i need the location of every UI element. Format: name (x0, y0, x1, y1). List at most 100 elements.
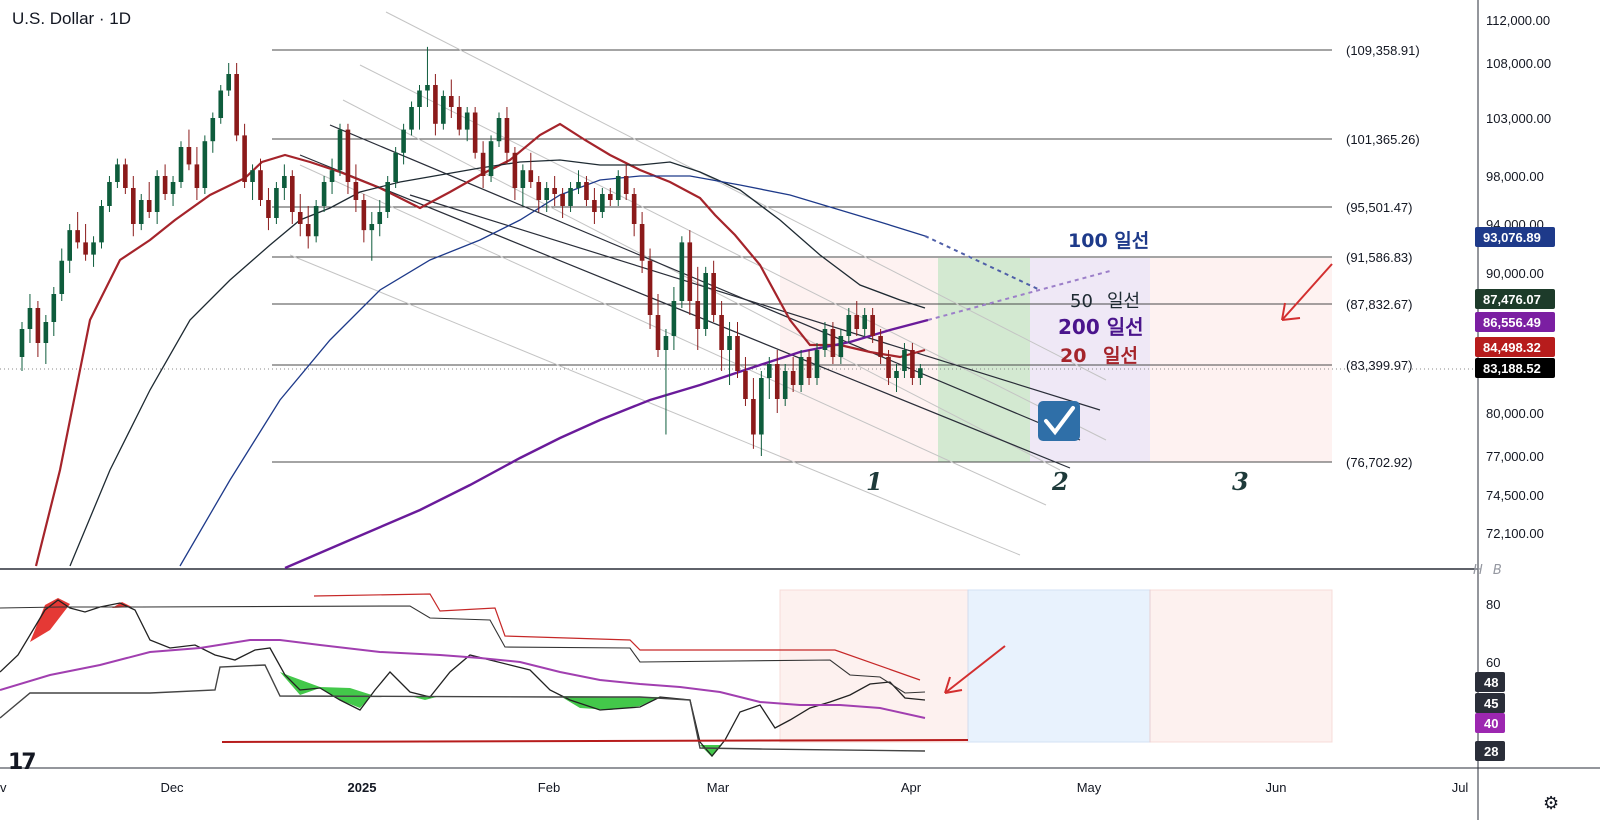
candle-body[interactable] (886, 357, 891, 378)
candle-body[interactable] (584, 182, 589, 200)
candle-body[interactable] (19, 329, 25, 357)
candle-body[interactable] (321, 182, 327, 206)
candle-body[interactable] (910, 350, 915, 378)
divergence-line[interactable] (313, 593, 921, 681)
candle-body[interactable] (329, 170, 335, 182)
candle-body[interactable] (774, 364, 780, 399)
channel-line[interactable] (409, 194, 1101, 411)
candle-body[interactable] (735, 336, 740, 371)
candle-body[interactable] (337, 129, 343, 171)
candle-body[interactable] (647, 260, 653, 315)
candle-body[interactable] (782, 371, 788, 399)
candle-body[interactable] (560, 194, 565, 206)
candle-body[interactable] (894, 371, 899, 378)
candle-body[interactable] (393, 152, 398, 182)
candle-body[interactable] (862, 315, 867, 329)
candle-body[interactable] (186, 147, 192, 165)
candle-body[interactable] (679, 242, 685, 301)
candle-body[interactable] (751, 399, 756, 435)
candle-body[interactable] (170, 182, 176, 194)
arrow-icon[interactable] (1281, 263, 1333, 321)
candle-body[interactable] (361, 200, 367, 231)
candle-body[interactable] (600, 194, 605, 212)
candle-body[interactable] (790, 371, 796, 385)
candle-body[interactable] (218, 90, 224, 119)
candle-body[interactable] (536, 182, 542, 200)
candle-body[interactable] (798, 357, 804, 385)
candle-body[interactable] (592, 200, 597, 212)
candle-body[interactable] (528, 170, 534, 182)
candle-body[interactable] (425, 85, 430, 91)
candle-body[interactable] (608, 194, 613, 200)
candle-body[interactable] (719, 315, 724, 350)
ma-100-projection[interactable] (924, 235, 1041, 291)
candle-body[interactable] (282, 176, 287, 188)
candle-body[interactable] (385, 182, 390, 212)
gear-icon[interactable]: ⚙ (1543, 793, 1560, 814)
candle-body[interactable] (496, 118, 502, 142)
candle-body[interactable] (417, 90, 422, 108)
candle-body[interactable] (353, 182, 359, 200)
ma-20-line[interactable] (34, 122, 926, 567)
candle-body[interactable] (401, 129, 406, 153)
candle-body[interactable] (655, 315, 661, 350)
arrow-icon[interactable] (944, 645, 1006, 694)
candle-body[interactable] (242, 135, 247, 182)
candle-body[interactable] (59, 260, 65, 294)
candle-body[interactable] (918, 368, 923, 378)
candle-body[interactable] (711, 273, 716, 315)
candle-body[interactable] (313, 206, 319, 237)
check-icon[interactable] (1038, 401, 1080, 441)
candle-body[interactable] (194, 164, 200, 188)
candle-body[interactable] (472, 112, 478, 153)
candle-body[interactable] (75, 230, 80, 243)
candle-body[interactable] (631, 194, 637, 224)
candle-body[interactable] (576, 182, 581, 188)
candle-body[interactable] (687, 242, 693, 301)
candle-body[interactable] (615, 176, 621, 200)
candle-body[interactable] (91, 242, 96, 255)
candle-body[interactable] (250, 170, 255, 182)
candle-body[interactable] (146, 200, 152, 212)
candle-body[interactable] (464, 112, 470, 130)
candle-body[interactable] (568, 188, 573, 206)
candle-body[interactable] (115, 164, 120, 182)
candle-body[interactable] (806, 357, 812, 378)
channel-line[interactable] (289, 254, 1021, 556)
ma-100-line[interactable] (179, 175, 926, 567)
candle-body[interactable] (727, 336, 732, 350)
candle-body[interactable] (131, 188, 136, 224)
candle-body[interactable] (154, 176, 160, 212)
candle-body[interactable] (234, 74, 239, 136)
candle-body[interactable] (512, 152, 518, 188)
candle-body[interactable] (83, 242, 88, 255)
candle-body[interactable] (854, 315, 860, 329)
candle-body[interactable] (449, 96, 454, 107)
ma-50-line[interactable] (69, 159, 926, 567)
candle-body[interactable] (51, 294, 57, 322)
candle-body[interactable] (107, 182, 112, 206)
candle-body[interactable] (703, 273, 708, 329)
candle-body[interactable] (99, 206, 104, 243)
candle-body[interactable] (870, 315, 875, 336)
candle-body[interactable] (297, 212, 303, 224)
candle-body[interactable] (456, 107, 462, 130)
candle-body[interactable] (345, 129, 351, 182)
candle-body[interactable] (902, 350, 907, 371)
candle-body[interactable] (138, 200, 144, 224)
candle-body[interactable] (178, 147, 184, 182)
channel-line[interactable] (385, 11, 1107, 381)
candle-body[interactable] (814, 350, 820, 378)
candle-body[interactable] (552, 188, 557, 194)
baseline-level[interactable] (221, 739, 969, 743)
candle-body[interactable] (767, 364, 772, 378)
candle-body[interactable] (504, 118, 510, 153)
candle-body[interactable] (520, 170, 526, 188)
candle-body[interactable] (274, 188, 279, 218)
candle-body[interactable] (290, 176, 295, 212)
candle-body[interactable] (369, 224, 375, 231)
candle-body[interactable] (409, 107, 414, 130)
candle-body[interactable] (838, 336, 844, 357)
candle-body[interactable] (266, 200, 271, 218)
candle-body[interactable] (377, 212, 383, 224)
